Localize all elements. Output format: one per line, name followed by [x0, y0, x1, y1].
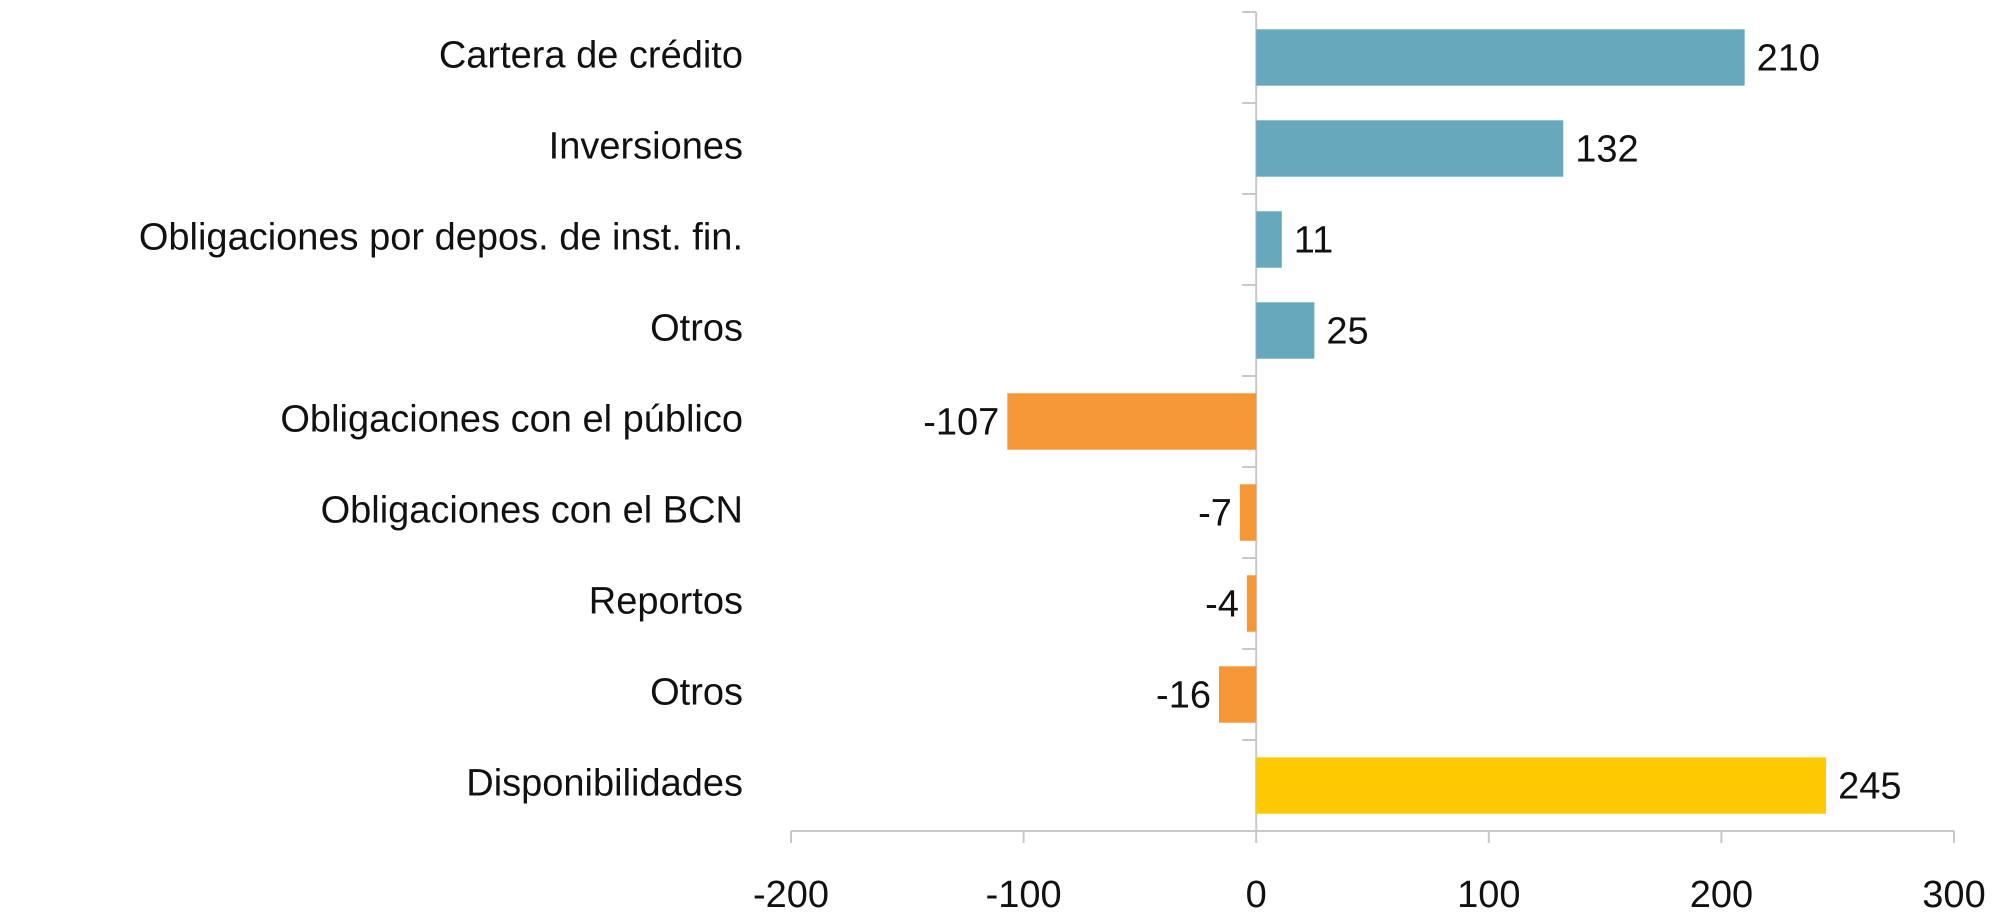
- value-label: 11: [1294, 220, 1333, 262]
- bar: [1246, 575, 1257, 632]
- bar: [1256, 120, 1564, 177]
- bar: [1218, 666, 1257, 723]
- x-tick-label: 300: [1922, 874, 1985, 916]
- value-label: 210: [1757, 38, 1820, 80]
- y-tick-label: Obligaciones con el BCN: [321, 490, 743, 532]
- value-label: -4: [1205, 584, 1239, 626]
- y-tick-label: Inversiones: [549, 126, 743, 168]
- bar: [1007, 393, 1257, 450]
- bar: [1256, 29, 1745, 86]
- value-label: -107: [923, 402, 999, 444]
- y-tick-label: Otros: [650, 308, 743, 350]
- x-tick-label: -100: [986, 874, 1062, 916]
- x-tick-label: 100: [1457, 874, 1520, 916]
- bar: [1239, 484, 1257, 541]
- value-label: 25: [1326, 311, 1368, 353]
- value-label: -7: [1198, 493, 1232, 535]
- x-tick-label: -200: [753, 874, 829, 916]
- y-tick-label: Obligaciones con el público: [280, 399, 743, 441]
- value-label: 245: [1838, 766, 1901, 808]
- bar: [1256, 757, 1827, 814]
- y-tick-label: Otros: [650, 672, 743, 714]
- bar: [1256, 302, 1315, 359]
- y-tick-label: Reportos: [589, 581, 743, 623]
- value-label: -16: [1156, 675, 1211, 717]
- x-tick-label: 200: [1690, 874, 1753, 916]
- x-tick-label: 0: [1246, 874, 1267, 916]
- y-tick-label: Obligaciones por depos. de inst. fin.: [139, 217, 743, 259]
- y-tick-label: Disponibilidades: [466, 763, 743, 805]
- y-tick-label: Cartera de crédito: [439, 35, 743, 77]
- value-label: 132: [1575, 129, 1638, 171]
- bar: [1256, 211, 1282, 268]
